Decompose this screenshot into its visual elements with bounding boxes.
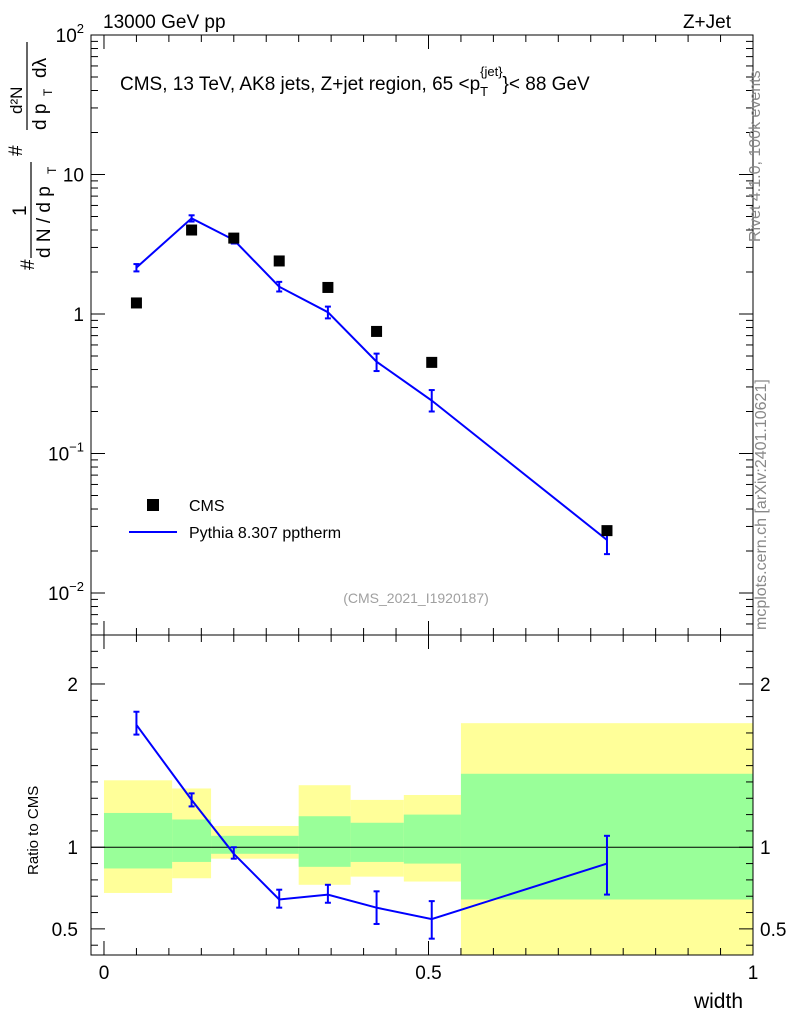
ratio-y-tick-label-left: 2 <box>67 675 78 696</box>
main-plot-frame <box>90 34 754 636</box>
svg-text:dλ: dλ <box>30 57 51 78</box>
ratio-band-green <box>298 816 351 867</box>
legend-label-pythia: Pythia 8.307 pptherm <box>189 525 341 542</box>
main-y-tick-label: 1 <box>73 305 84 326</box>
ratio-band-green <box>172 819 212 862</box>
ratio-y-tick-label-left: 1 <box>67 838 78 859</box>
ratio-y-tick-label-right: 0.5 <box>760 920 786 941</box>
svg-text:d N / d p: d N / d p <box>34 186 55 258</box>
main-y-tick-label: 10 <box>63 166 84 187</box>
cms-data-point <box>186 224 198 236</box>
analysis-watermark: (CMS_2021_I1920187) <box>343 590 489 606</box>
side-text-mcplots: mcplots.cern.ch [arXiv:2401.10621] <box>753 379 770 630</box>
header-left: 13000 GeV pp <box>103 12 226 33</box>
svg-text:d p: d p <box>30 104 51 130</box>
ratio-band-green <box>103 812 173 869</box>
legend-marker-cms <box>147 499 159 511</box>
ratio-band-green <box>350 822 404 862</box>
cms-data-point <box>130 297 142 309</box>
x-tick-label: 1 <box>748 963 759 984</box>
side-text-rivet: Rivet 4.1.0, 100k events <box>747 70 764 242</box>
legend: CMS Pythia 8.307 pptherm <box>129 498 341 542</box>
ratio-y-tick-label-left: 0.5 <box>52 920 78 941</box>
svg-text:#: # <box>18 259 39 270</box>
ratio-band-green <box>211 835 299 854</box>
ratio-y-axis-label: Ratio to CMS <box>25 786 42 875</box>
ratio-uncertainty-bands <box>103 723 753 955</box>
x-tick-label: 0 <box>99 963 110 984</box>
main-y-tick-labels: 102 10 1 10−1 10−2 <box>48 21 84 605</box>
ratio-y-tick-label-right: 1 <box>760 838 771 859</box>
svg-text:1: 1 <box>10 205 31 216</box>
ratio-series <box>133 710 610 940</box>
ratio-y-tick-label-right: 2 <box>760 675 771 696</box>
x-axis-label: width <box>693 990 743 1013</box>
ratio-axis-ticks <box>91 635 754 955</box>
svg-text:d²N: d²N <box>7 87 26 114</box>
plot-title: CMS, 13 TeV, AK8 jets, Z+jet region, 65 … <box>120 64 590 99</box>
main-y-axis-label: # 1 d N / d p T # d²N d p T dλ <box>6 42 59 270</box>
header-right: Z+Jet <box>683 12 732 33</box>
main-y-tick-label: 10−2 <box>48 579 84 605</box>
cms-data-point <box>371 325 383 337</box>
svg-text:T: T <box>45 166 59 174</box>
cms-data-point <box>322 281 334 293</box>
main-axis-ticks <box>91 34 754 636</box>
cms-data-point <box>601 525 613 537</box>
main-series <box>130 214 613 556</box>
ratio-tick-labels: 0.5 0.5 1 1 2 2 0 0.5 1 <box>52 675 786 984</box>
pythia-line <box>135 217 608 541</box>
cms-data-point <box>426 356 438 368</box>
svg-text:#: # <box>6 145 27 156</box>
cms-data-point <box>228 232 240 244</box>
cms-data-point <box>273 255 285 267</box>
ratio-plot-frame <box>90 634 754 956</box>
legend-label-cms: CMS <box>189 498 225 515</box>
x-tick-label: 0.5 <box>415 963 441 984</box>
main-y-tick-label: 10−1 <box>48 440 84 466</box>
ratio-pythia-line <box>135 724 608 921</box>
ratio-band-green <box>403 814 461 864</box>
main-y-tick-label: 102 <box>56 21 84 47</box>
svg-text:T: T <box>41 88 55 96</box>
